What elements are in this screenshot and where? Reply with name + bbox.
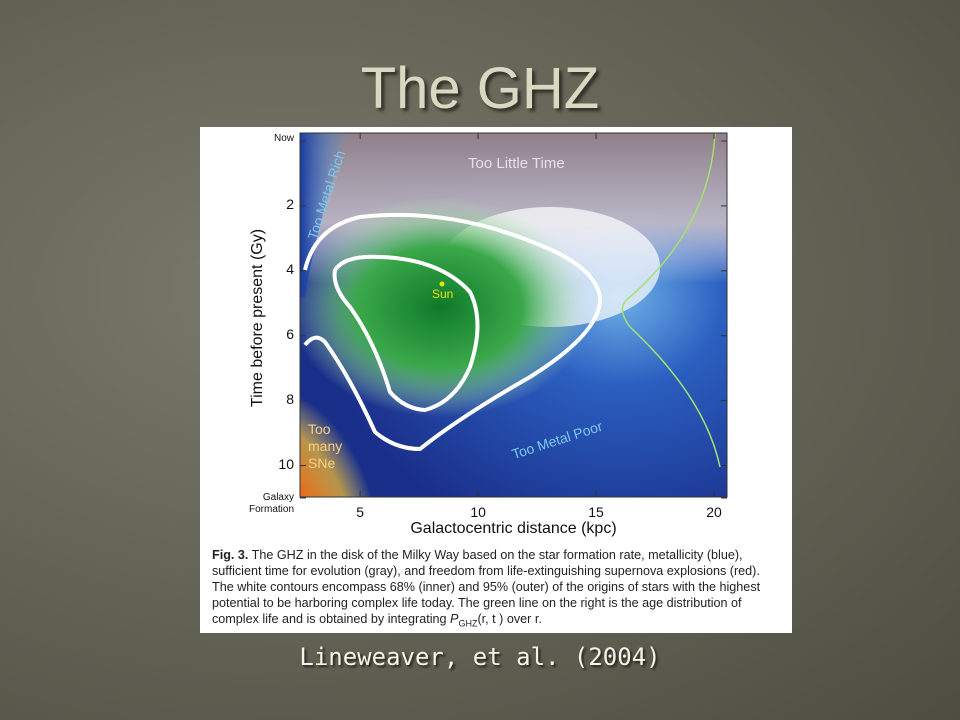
y-tick-label: 4 bbox=[286, 260, 294, 277]
y-tick-label: Now bbox=[273, 133, 294, 144]
y-tick-label: 2 bbox=[286, 195, 294, 212]
x-tick-label: 10 bbox=[470, 504, 486, 520]
figure: 5 10 15 20 Now 2 4 6 8 10 Galaxy Formation Galactoc… bbox=[200, 127, 792, 633]
caption-label: Fig. 3. bbox=[212, 548, 249, 562]
x-tick-label: 5 bbox=[356, 504, 365, 520]
x-tick-label: 20 bbox=[706, 504, 722, 520]
y-tick-label: 6 bbox=[286, 325, 294, 342]
caption-text: The GHZ in the disk of the Milky Way bas… bbox=[212, 548, 761, 626]
region-label: Too Little Time bbox=[468, 155, 565, 172]
region-label: Too many SNe bbox=[308, 421, 343, 471]
plot-image bbox=[300, 133, 727, 497]
y-tick-label: 10 bbox=[278, 455, 294, 472]
region-label: Sun bbox=[432, 287, 454, 301]
x-tick-label: 15 bbox=[588, 504, 604, 520]
x-axis-label: Galactocentric distance (kpc) bbox=[410, 520, 617, 537]
plot bbox=[299, 132, 728, 499]
caption-subscript: GHZ bbox=[458, 618, 478, 629]
caption-symbol: P bbox=[450, 612, 459, 626]
caption-text-after: (r, t ) over r. bbox=[477, 612, 542, 626]
y-tick-label: 8 bbox=[286, 390, 294, 407]
caption: Fig. 3. The GHZ in the disk of the Milky… bbox=[212, 547, 782, 632]
y-tick-label: Galaxy Formation bbox=[248, 492, 294, 515]
citation: Lineweaver, et al. (2004) bbox=[299, 643, 661, 671]
y-axis-label: Time before present (Gy) bbox=[249, 228, 266, 408]
slide-title: The GHZ bbox=[360, 56, 600, 121]
